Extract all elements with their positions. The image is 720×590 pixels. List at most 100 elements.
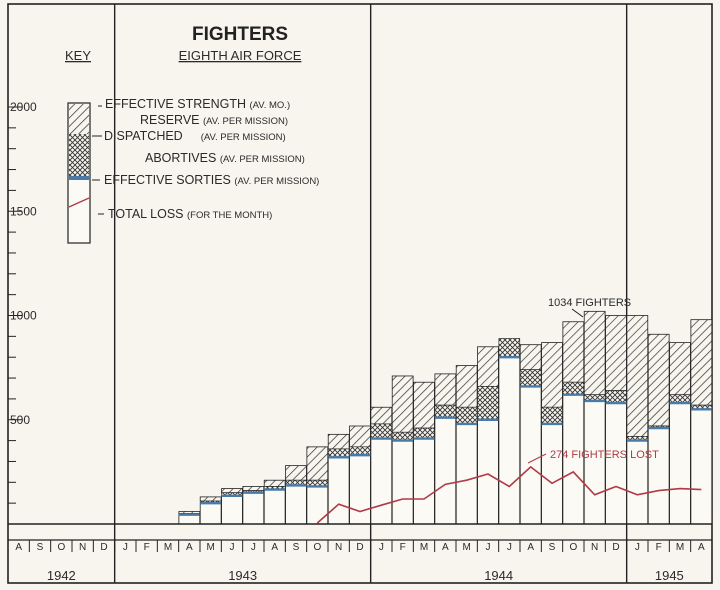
bar-sorties (306, 486, 329, 525)
bar-abortives (541, 406, 563, 425)
month-bar (669, 342, 691, 525)
month-bar (541, 342, 563, 525)
month-label: A (186, 542, 193, 553)
bar-reserve (626, 315, 649, 437)
month-label: M (164, 542, 172, 553)
bar-sorties (605, 402, 627, 525)
bar-abortives (349, 446, 371, 456)
bar-sorties (221, 495, 243, 525)
month-label: A (15, 542, 22, 553)
month-label: J (486, 542, 491, 553)
month-label: N (335, 542, 342, 553)
axes: 500 1000 1500 2000 A S O N D J F M A M J J A S O N D J F M A M J J A… (7, 100, 712, 583)
bar-abortives (477, 386, 499, 421)
year-label: 1943 (228, 568, 257, 583)
bar-sorties (327, 456, 350, 525)
bar-reserve (349, 425, 371, 448)
month-bar (626, 315, 649, 525)
bar-sorties (199, 502, 222, 525)
legend-sorties-swatch (69, 176, 89, 180)
bar-sorties (583, 400, 606, 525)
bar-abortives (455, 406, 478, 425)
bar-reserve (285, 465, 307, 481)
bar-reserve (263, 479, 286, 487)
month-label: N (79, 542, 86, 553)
month-label: S (37, 542, 44, 553)
month-label: D (612, 542, 619, 553)
bar-sorties (349, 454, 371, 525)
y-tick-label: 1000 (10, 309, 37, 323)
y-tick-label: 1500 (10, 204, 37, 218)
bar-reserve (242, 486, 265, 492)
legend-reserve: RESERVE (AV. PER MISSION) (140, 113, 288, 127)
month-label: J (379, 542, 384, 553)
month-bar (455, 365, 478, 525)
month-label: F (144, 542, 150, 553)
annotations: 1034 FIGHTERS 274 FIGHTERS LOST (527, 297, 659, 464)
bar-abortives (434, 404, 457, 418)
month-label: A (698, 542, 705, 553)
month-label: N (591, 542, 598, 553)
bar-reserve (647, 333, 670, 427)
month-bar (285, 465, 307, 525)
bar-sorties (263, 489, 286, 525)
legend-dispatched: DISPATCHED (AV. PER MISSION) (104, 129, 286, 143)
bar-reserve (541, 342, 563, 408)
bar-reserve (199, 496, 222, 502)
y-tick-label: 2000 (10, 100, 37, 114)
month-bar (605, 315, 627, 525)
month-label: A (271, 542, 278, 553)
bar-sorties (690, 408, 713, 525)
bar-reserve (327, 433, 350, 450)
bar-reserve (434, 373, 457, 406)
bar-sorties (242, 492, 265, 525)
plot-frame (7, 3, 713, 584)
month-bar (498, 338, 521, 525)
bar-abortives (562, 381, 585, 396)
bar-reserve (413, 381, 435, 429)
chart-subtitle: EIGHTH AIR FORCE (179, 48, 302, 63)
annotation-peak-arrow (571, 308, 584, 318)
month-bar (562, 321, 585, 525)
bar-abortives (669, 394, 691, 404)
year-label: 1945 (655, 568, 684, 583)
month-bar (349, 425, 371, 525)
month-bar (306, 446, 329, 525)
month-label: S (293, 542, 300, 553)
bar-sorties (391, 440, 414, 525)
month-bar (690, 319, 713, 525)
key-heading: KEY (65, 48, 91, 63)
annotation-loss-arrow (527, 453, 547, 464)
bar-sorties (285, 485, 307, 525)
month-bar (370, 406, 393, 525)
bar-abortives (391, 431, 414, 441)
bar-reserve (370, 406, 393, 425)
bar-sorties (498, 356, 521, 525)
bar-sorties (541, 423, 563, 525)
month-label: O (57, 542, 65, 553)
bar-sorties (647, 427, 670, 525)
bar-sorties (434, 417, 457, 525)
bar-abortives (327, 448, 350, 458)
month-bar (199, 496, 222, 525)
bar-sorties (455, 423, 478, 525)
legend-abortives: ABORTIVES (AV. PER MISSION) (145, 151, 305, 165)
month-label: M (420, 542, 428, 553)
legend: EFFECTIVE STRENGTH (AV. MO.) RESERVE (AV… (67, 97, 319, 244)
bar-reserve (519, 344, 542, 371)
bar-sorties (413, 438, 435, 525)
bar-reserve (583, 310, 606, 396)
month-label: J (230, 542, 235, 553)
bar-sorties (178, 514, 201, 525)
bar-sorties (519, 385, 542, 525)
bar-abortives (370, 423, 393, 439)
bar-abortives (413, 427, 435, 439)
total-loss-line (316, 465, 702, 524)
month-bar (242, 486, 265, 525)
month-label: J (507, 542, 512, 553)
month-label: D (100, 542, 107, 553)
legend-abortives-swatch (69, 134, 89, 176)
month-label: S (549, 542, 556, 553)
month-bar (413, 381, 435, 525)
